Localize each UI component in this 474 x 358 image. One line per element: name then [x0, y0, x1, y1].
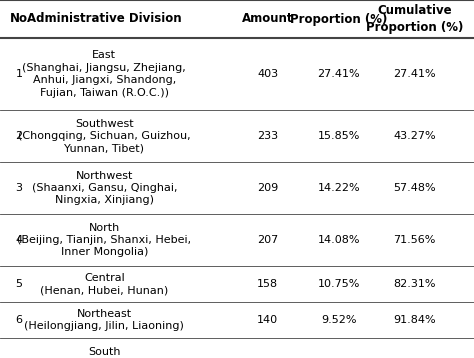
Text: 5: 5 — [16, 279, 22, 289]
Text: East
(Shanghai, Jiangsu, Zhejiang,
Anhui, Jiangxi, Shandong,
Fujian, Taiwan (R.O: East (Shanghai, Jiangsu, Zhejiang, Anhui… — [22, 50, 186, 98]
Text: 1: 1 — [16, 69, 22, 79]
Text: Proportion (%): Proportion (%) — [290, 13, 388, 25]
Text: 14.22%: 14.22% — [318, 183, 360, 193]
Text: Amount: Amount — [242, 13, 293, 25]
Text: Southwest
(Chongqing, Sichuan, Guizhou,
Yunnan, Tibet): Southwest (Chongqing, Sichuan, Guizhou, … — [18, 118, 191, 153]
Text: 233: 233 — [257, 131, 278, 141]
Text: 71.56%: 71.56% — [393, 235, 436, 245]
Text: Northeast
(Heilongjiang, Jilin, Liaoning): Northeast (Heilongjiang, Jilin, Liaoning… — [24, 309, 184, 331]
Text: Administrative Division: Administrative Division — [27, 13, 182, 25]
Text: 3: 3 — [16, 183, 22, 193]
Text: 158: 158 — [257, 279, 278, 289]
Text: Central
(Henan, Hubei, Hunan): Central (Henan, Hubei, Hunan) — [40, 273, 168, 295]
Text: Cumulative
Proportion (%): Cumulative Proportion (%) — [366, 5, 464, 34]
Text: 9.52%: 9.52% — [321, 315, 356, 325]
Text: 27.41%: 27.41% — [318, 69, 360, 79]
Text: 6: 6 — [16, 315, 22, 325]
Text: 82.31%: 82.31% — [393, 279, 436, 289]
Text: South
(Guangdong, Guangxi, Hainan,
Hong Kong, Macao): South (Guangdong, Guangxi, Hainan, Hong … — [18, 347, 191, 358]
Text: North
(Beijing, Tianjin, Shanxi, Hebei,
Inner Mongolia): North (Beijing, Tianjin, Shanxi, Hebei, … — [17, 223, 191, 257]
Text: 43.27%: 43.27% — [393, 131, 436, 141]
Text: 4: 4 — [15, 235, 23, 245]
Text: 10.75%: 10.75% — [318, 279, 360, 289]
Text: 91.84%: 91.84% — [393, 315, 436, 325]
Text: No: No — [10, 13, 28, 25]
Text: 15.85%: 15.85% — [318, 131, 360, 141]
Text: Northwest
(Shaanxi, Gansu, Qinghai,
Ningxia, Xinjiang): Northwest (Shaanxi, Gansu, Qinghai, Ning… — [32, 171, 177, 205]
Text: 14.08%: 14.08% — [318, 235, 360, 245]
Text: 209: 209 — [257, 183, 278, 193]
Text: 2: 2 — [15, 131, 23, 141]
Text: 57.48%: 57.48% — [393, 183, 436, 193]
Text: 140: 140 — [257, 315, 278, 325]
Text: 207: 207 — [257, 235, 278, 245]
Text: 27.41%: 27.41% — [393, 69, 436, 79]
Text: 403: 403 — [257, 69, 278, 79]
